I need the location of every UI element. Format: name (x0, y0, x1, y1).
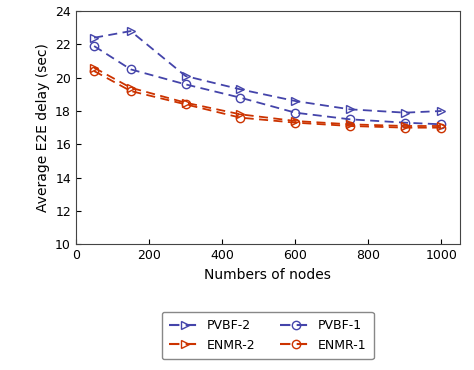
X-axis label: Numbers of nodes: Numbers of nodes (204, 268, 331, 282)
Legend: PVBF-2, ENMR-2, PVBF-1, ENMR-1: PVBF-2, ENMR-2, PVBF-1, ENMR-1 (162, 312, 374, 359)
Y-axis label: Average E2E delay (sec): Average E2E delay (sec) (36, 43, 50, 212)
